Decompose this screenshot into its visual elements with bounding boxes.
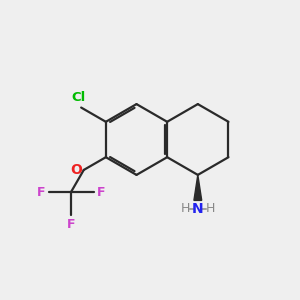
Text: H: H — [181, 202, 190, 215]
Polygon shape — [194, 175, 202, 200]
Text: O: O — [70, 163, 82, 177]
Text: F: F — [97, 185, 106, 199]
Text: Cl: Cl — [72, 91, 86, 104]
Text: F: F — [36, 185, 45, 199]
Text: H: H — [206, 202, 215, 215]
Text: F: F — [67, 218, 75, 230]
Text: N: N — [192, 202, 204, 216]
